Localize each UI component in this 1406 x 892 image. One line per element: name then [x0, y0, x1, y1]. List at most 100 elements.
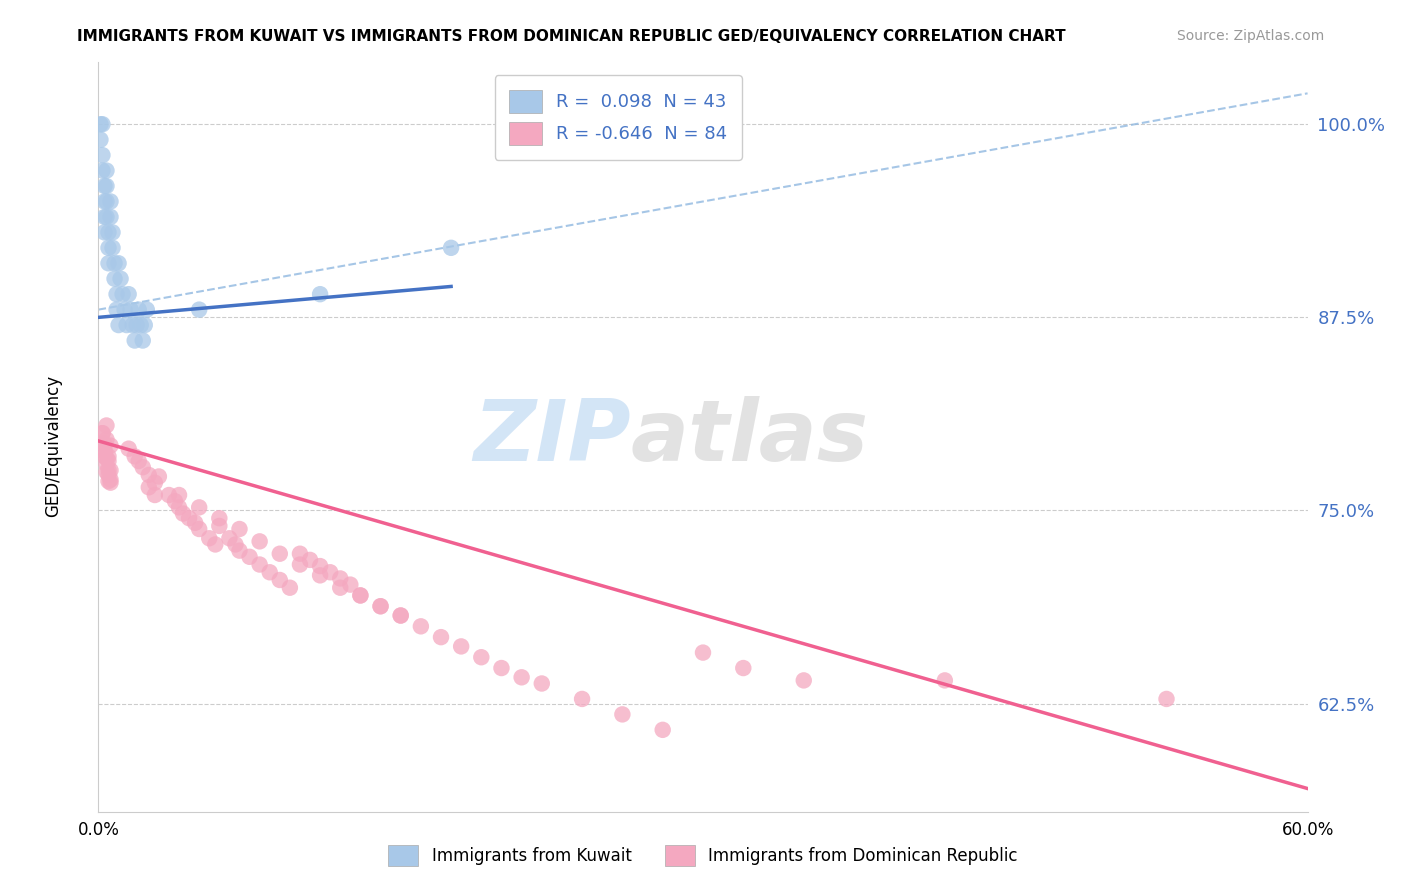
Point: [93, 442, 115, 456]
Point: [105, 302, 128, 317]
Point: [103, 256, 125, 270]
Point: [132, 334, 155, 348]
Point: [128, 302, 150, 317]
Point: [100, 463, 122, 477]
Point: [89, 133, 111, 147]
Point: [148, 469, 170, 483]
Text: atlas: atlas: [630, 395, 869, 479]
Point: [96, 433, 118, 447]
Point: [132, 460, 155, 475]
Point: [93, 210, 115, 224]
Point: [97, 241, 120, 255]
Point: [349, 589, 371, 603]
Point: [118, 442, 141, 456]
Point: [97, 467, 120, 482]
Point: [167, 488, 190, 502]
Point: [208, 511, 231, 525]
Point: [530, 676, 553, 690]
Point: [128, 454, 150, 468]
Point: [309, 287, 332, 301]
Point: [259, 566, 281, 580]
Point: [319, 566, 342, 580]
Point: [269, 547, 291, 561]
Point: [430, 630, 453, 644]
Point: [91, 163, 114, 178]
Point: [143, 488, 166, 502]
Point: [121, 318, 143, 332]
Point: [105, 287, 128, 301]
Point: [134, 318, 156, 332]
Point: [239, 549, 262, 564]
Point: [93, 226, 115, 240]
Point: [612, 707, 634, 722]
Point: [93, 450, 115, 464]
Point: [228, 522, 250, 536]
Point: [299, 553, 322, 567]
Point: [188, 302, 211, 317]
Point: [163, 494, 186, 508]
Point: [167, 500, 190, 515]
Point: [228, 543, 250, 558]
Point: [114, 302, 136, 317]
Point: [93, 437, 115, 451]
Point: [110, 271, 132, 285]
Point: [101, 241, 124, 255]
Point: [97, 226, 120, 240]
Point: [470, 650, 492, 665]
Point: [89, 117, 111, 131]
Legend: Immigrants from Kuwait, Immigrants from Dominican Republic: Immigrants from Kuwait, Immigrants from …: [381, 838, 1025, 873]
Point: [118, 287, 141, 301]
Point: [409, 619, 432, 633]
Point: [100, 475, 122, 490]
Point: [440, 241, 463, 255]
Point: [129, 318, 152, 332]
Point: [100, 210, 122, 224]
Point: [138, 467, 160, 482]
Point: [97, 454, 120, 468]
Point: [96, 179, 118, 194]
Point: [370, 599, 392, 614]
Text: ZIP: ZIP: [472, 395, 630, 479]
Point: [100, 439, 122, 453]
Point: [208, 519, 231, 533]
Point: [93, 444, 115, 458]
Point: [100, 194, 122, 209]
Point: [143, 475, 166, 490]
Point: [349, 589, 371, 603]
Point: [96, 465, 118, 479]
Point: [179, 511, 201, 525]
Point: [733, 661, 755, 675]
Point: [100, 473, 122, 487]
Point: [107, 256, 129, 270]
Point: [370, 599, 392, 614]
Point: [96, 450, 118, 465]
Point: [692, 646, 714, 660]
Point: [188, 500, 211, 515]
Point: [111, 287, 134, 301]
Point: [450, 640, 472, 654]
Point: [288, 558, 311, 572]
Point: [96, 210, 118, 224]
Point: [96, 418, 118, 433]
Point: [97, 256, 120, 270]
Point: [138, 480, 160, 494]
Point: [329, 581, 352, 595]
Point: [510, 670, 533, 684]
Point: [934, 673, 956, 688]
Point: [249, 534, 271, 549]
Text: GED/Equivalency: GED/Equivalency: [45, 375, 62, 517]
Point: [97, 450, 120, 464]
Point: [309, 568, 332, 582]
Point: [651, 723, 673, 737]
Point: [135, 302, 157, 317]
Point: [188, 522, 211, 536]
Point: [97, 474, 120, 488]
Point: [172, 507, 194, 521]
Point: [157, 488, 180, 502]
Point: [249, 558, 271, 572]
Point: [329, 571, 352, 585]
Point: [91, 426, 114, 441]
Point: [309, 559, 332, 574]
Point: [125, 318, 148, 332]
Point: [389, 608, 412, 623]
